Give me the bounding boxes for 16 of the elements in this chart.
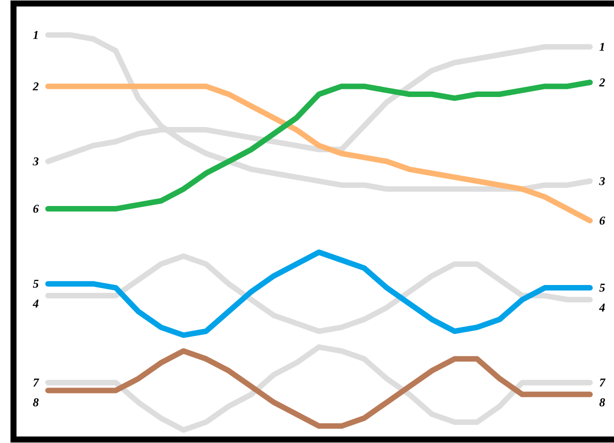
annotation: 6	[33, 204, 39, 213]
annotation: 3	[32, 157, 38, 166]
annotation: 4	[32, 300, 38, 308]
annotation: 5	[599, 284, 605, 292]
annotation: 8	[33, 398, 39, 406]
annotation: 1	[599, 42, 604, 51]
annotation: 6	[600, 216, 606, 225]
annotation: 8	[599, 398, 606, 406]
annotation: 2	[32, 82, 39, 90]
annotation: 5	[32, 280, 39, 288]
annotation: 7	[600, 378, 606, 386]
annotation: 1	[33, 31, 38, 39]
annotation: 4	[599, 304, 605, 312]
annotation: 2	[599, 78, 605, 86]
annotation: 7	[33, 378, 40, 386]
annotation: 3	[599, 177, 605, 186]
